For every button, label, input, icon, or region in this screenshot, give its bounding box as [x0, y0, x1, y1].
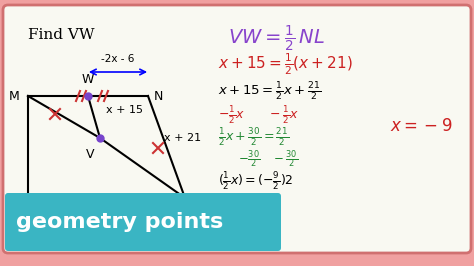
Text: W: W — [82, 73, 94, 86]
Text: $x = -9$: $x = -9$ — [390, 118, 453, 135]
Text: N: N — [154, 89, 164, 102]
Text: $VW = \frac{1}{2}\,NL$: $VW = \frac{1}{2}\,NL$ — [228, 24, 325, 54]
Text: geometry points: geometry points — [16, 212, 223, 232]
Text: $(\frac{1}{2}x) = (-\frac{9}{2})2$: $(\frac{1}{2}x) = (-\frac{9}{2})2$ — [218, 170, 293, 192]
Text: M: M — [9, 89, 20, 102]
Text: L: L — [185, 202, 191, 212]
Text: -2x - 6: -2x - 6 — [101, 54, 135, 64]
Text: x + 21: x + 21 — [164, 133, 201, 143]
Text: $\frac{1}{2}x + \frac{30}{2} = \frac{21}{2}$: $\frac{1}{2}x + \frac{30}{2} = \frac{21}… — [218, 126, 289, 148]
Text: $-\frac{1}{2}x \quad\quad -\frac{1}{2}x$: $-\frac{1}{2}x \quad\quad -\frac{1}{2}x$ — [218, 104, 299, 126]
Text: $x+15 = \frac{1}{2}(x+21)$: $x+15 = \frac{1}{2}(x+21)$ — [218, 51, 353, 77]
Text: Find VW: Find VW — [28, 28, 94, 42]
Text: $-\frac{30}{2} \quad -\frac{30}{2}$: $-\frac{30}{2} \quad -\frac{30}{2}$ — [238, 148, 298, 170]
Text: V: V — [86, 148, 94, 161]
FancyBboxPatch shape — [5, 193, 281, 251]
FancyBboxPatch shape — [3, 5, 471, 253]
Text: x + 15: x + 15 — [106, 105, 143, 115]
Text: $x+15 = \frac{1}{2}x + \frac{21}{2}$: $x+15 = \frac{1}{2}x + \frac{21}{2}$ — [218, 81, 321, 103]
